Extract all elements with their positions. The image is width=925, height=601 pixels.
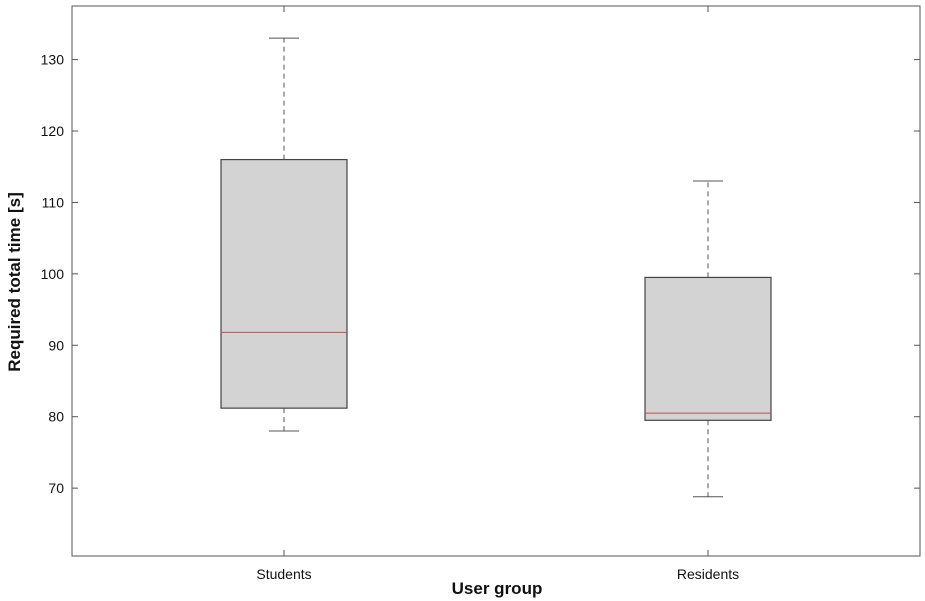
y-tick-label: 120 [41,123,65,139]
box-residents [644,180,772,498]
plot-area [71,5,921,557]
x-axis-title: User group [452,579,543,598]
iqr-box [220,158,348,409]
y-axis: 70 80 90 100 110 120 130 [41,52,920,496]
y-tick-label: 70 [48,480,64,496]
box-series [220,37,772,498]
y-tick-label: 80 [48,409,64,425]
x-tick-label: Residents [677,566,739,582]
box-students [220,37,348,432]
x-tick-label: Students [256,566,311,582]
y-tick-label: 130 [41,52,65,68]
iqr-box [644,276,772,421]
y-axis-title: Required total time [s] [5,192,24,371]
x-axis: Students Residents [256,6,739,582]
y-tick-label: 100 [41,266,65,282]
y-tick-label: 90 [48,337,64,353]
y-tick-label: 110 [42,194,65,210]
